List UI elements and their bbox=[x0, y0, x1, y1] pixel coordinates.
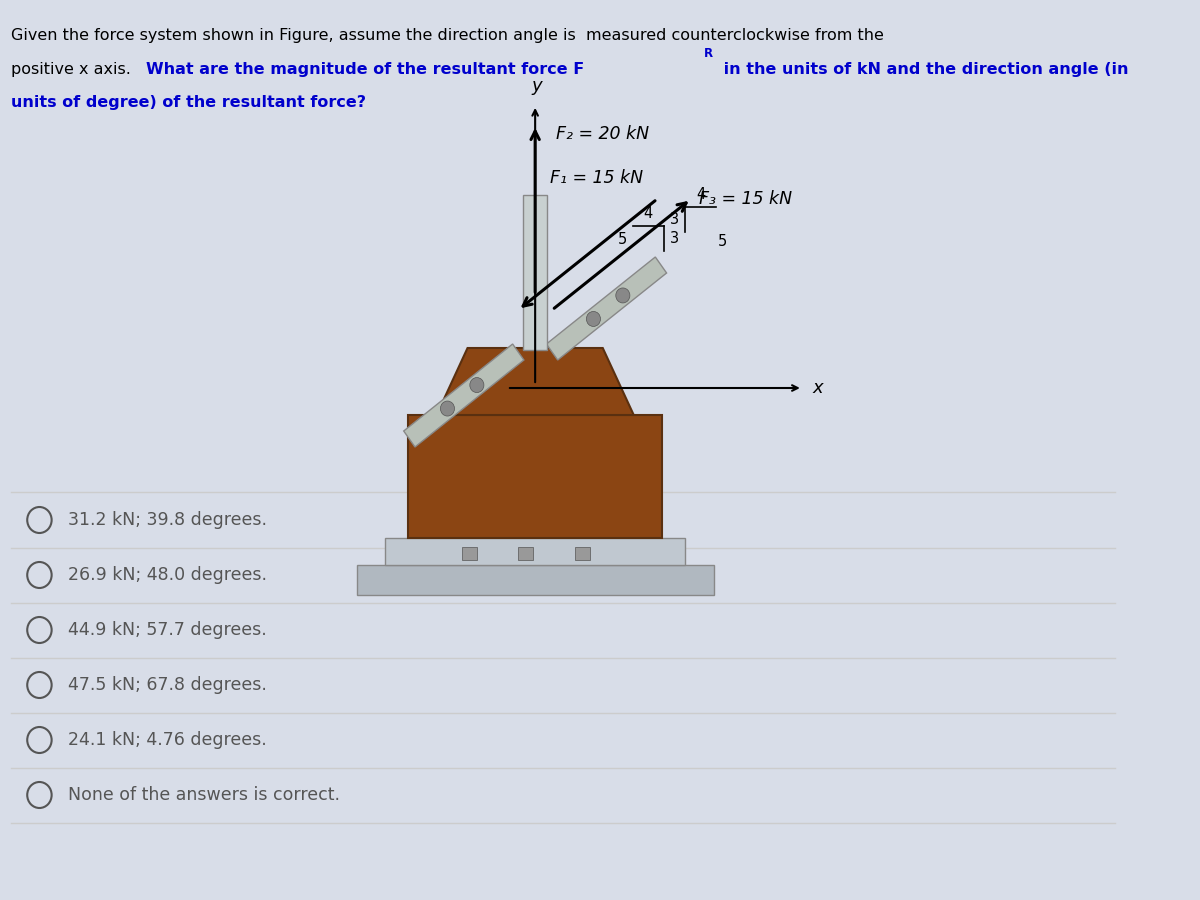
Polygon shape bbox=[356, 565, 714, 595]
Polygon shape bbox=[523, 195, 547, 350]
Text: What are the magnitude of the resultant force F: What are the magnitude of the resultant … bbox=[145, 62, 583, 77]
Text: F₂ = 20 kN: F₂ = 20 kN bbox=[556, 125, 649, 143]
Text: 3: 3 bbox=[671, 231, 679, 246]
Text: 26.9 kN; 48.0 degrees.: 26.9 kN; 48.0 degrees. bbox=[67, 566, 266, 584]
Text: y: y bbox=[532, 77, 542, 95]
Text: 4: 4 bbox=[696, 187, 706, 202]
Text: 5: 5 bbox=[618, 231, 628, 247]
Circle shape bbox=[616, 288, 630, 303]
Polygon shape bbox=[437, 348, 634, 415]
Text: None of the answers is correct.: None of the answers is correct. bbox=[67, 786, 340, 804]
Text: 31.2 kN; 39.8 degrees.: 31.2 kN; 39.8 degrees. bbox=[67, 511, 266, 529]
Text: units of degree) of the resultant force?: units of degree) of the resultant force? bbox=[11, 95, 366, 110]
Text: R: R bbox=[704, 47, 713, 60]
Text: Given the force system shown in Figure, assume the direction angle is  measured : Given the force system shown in Figure, … bbox=[11, 28, 884, 43]
Text: 3: 3 bbox=[670, 212, 679, 227]
Bar bbox=[575, 547, 589, 560]
Text: F₁ = 15 kN: F₁ = 15 kN bbox=[550, 169, 643, 187]
Text: 24.1 kN; 4.76 degrees.: 24.1 kN; 4.76 degrees. bbox=[67, 731, 266, 749]
Circle shape bbox=[587, 311, 600, 327]
Text: positive x axis.: positive x axis. bbox=[11, 62, 137, 77]
Polygon shape bbox=[403, 344, 524, 447]
Polygon shape bbox=[546, 257, 666, 360]
Bar bbox=[518, 547, 533, 560]
Text: 44.9 kN; 57.7 degrees.: 44.9 kN; 57.7 degrees. bbox=[67, 621, 266, 639]
Text: F₃ = 15 kN: F₃ = 15 kN bbox=[698, 190, 792, 208]
Text: 47.5 kN; 67.8 degrees.: 47.5 kN; 67.8 degrees. bbox=[67, 676, 266, 694]
Polygon shape bbox=[385, 538, 685, 565]
Circle shape bbox=[440, 401, 455, 416]
Circle shape bbox=[470, 378, 484, 392]
Bar bbox=[462, 547, 476, 560]
Text: in the units of kN and the direction angle (in: in the units of kN and the direction ang… bbox=[719, 62, 1129, 77]
Text: 5: 5 bbox=[719, 234, 727, 249]
Text: 4: 4 bbox=[643, 206, 653, 221]
Polygon shape bbox=[408, 415, 662, 538]
Text: x: x bbox=[812, 379, 823, 397]
